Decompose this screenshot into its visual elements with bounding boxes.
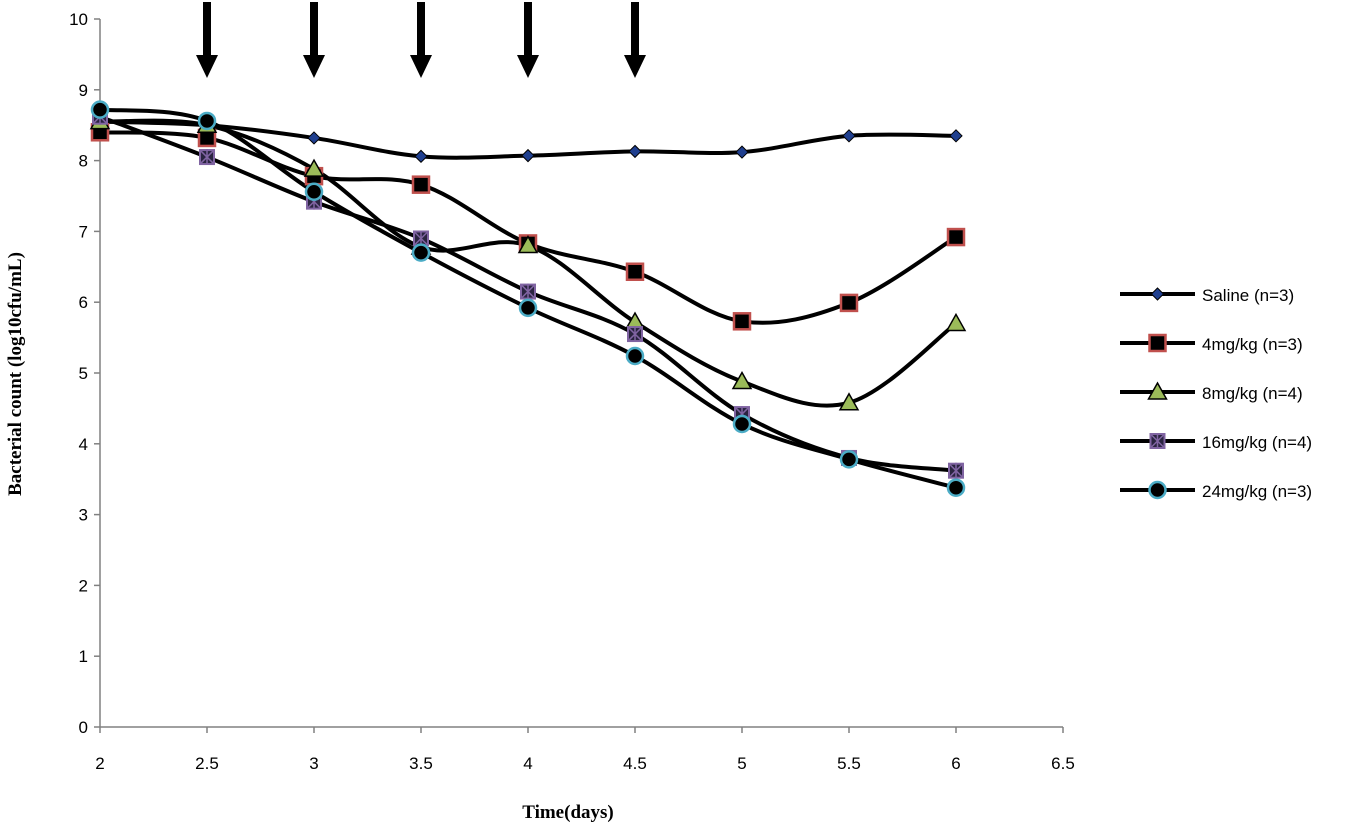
data-point: [303, 158, 325, 177]
data-point: [627, 326, 643, 343]
x-axis-title: Time(days): [522, 802, 613, 823]
arrows-layer: [196, 2, 646, 78]
data-point: [411, 243, 431, 262]
data-point: [521, 148, 535, 163]
x-tick-label: 2.5: [195, 754, 219, 773]
legend-marker: [1148, 480, 1167, 500]
x-tick-label: 4: [523, 754, 532, 773]
legend-label: 16mg/kg (n=4): [1202, 433, 1312, 452]
data-point: [197, 111, 217, 131]
x-tick-label: 4.5: [623, 754, 647, 773]
data-point: [413, 230, 429, 247]
dosing-arrow: [303, 2, 325, 78]
data-point: [414, 149, 428, 164]
data-point: [732, 414, 752, 434]
marker-cross: [628, 326, 642, 343]
y-tick-label: 1: [79, 647, 88, 666]
legend-label: 4mg/kg (n=3): [1202, 335, 1303, 354]
x-tick-label: 3: [309, 754, 318, 773]
data-point: [732, 312, 752, 331]
legend-label: 24mg/kg (n=3): [1202, 482, 1312, 501]
dosing-arrow: [517, 2, 539, 78]
y-tick-label: 0: [79, 718, 88, 737]
legend-marker: [1149, 433, 1166, 449]
y-tick-label: 5: [79, 364, 88, 383]
legend: Saline (n=3) 4mg/kg (n=3) 8mg/kg (n=4) 16mg…: [1120, 286, 1312, 501]
data-point: [625, 262, 645, 282]
y-tick-label: 3: [79, 506, 88, 525]
legend-marker: [1147, 381, 1168, 400]
y-tick-label: 9: [79, 81, 88, 100]
legend-marker: [1148, 333, 1167, 353]
marker-cross: [200, 149, 214, 166]
dosing-arrow: [410, 2, 432, 78]
marker-cross: [1150, 433, 1165, 449]
data-point: [411, 175, 431, 194]
dosing-arrow: [624, 2, 646, 78]
x-tick-label: 5: [737, 754, 746, 773]
legend-marker: [1150, 287, 1165, 301]
dosing-arrow: [196, 2, 218, 78]
data-point: [839, 293, 859, 313]
y-axis-title: Bacterial count (log10cfu/mL): [5, 252, 26, 496]
data-point: [949, 129, 963, 143]
data-point: [520, 283, 536, 300]
x-tick-label: 3.5: [409, 754, 433, 773]
data-point: [304, 182, 324, 202]
data-point: [518, 298, 538, 318]
data-point: [517, 235, 539, 254]
y-tick-label: 6: [79, 293, 88, 312]
series-markers: [89, 100, 967, 497]
data-point: [625, 346, 645, 366]
y-tick-label: 4: [79, 435, 88, 454]
y-tick-label: 8: [79, 152, 88, 171]
legend-label: Saline (n=3): [1202, 286, 1294, 305]
data-point: [948, 462, 964, 479]
marker-cross: [949, 462, 963, 479]
data-point: [628, 144, 642, 159]
data-point: [731, 370, 753, 390]
data-point: [945, 312, 967, 332]
data-point: [842, 129, 856, 143]
data-point: [307, 131, 321, 145]
x-tick-label: 5.5: [837, 754, 861, 773]
x-tick-label: 6.5: [1051, 754, 1075, 773]
y-tick-label: 7: [79, 222, 88, 241]
y-tick-label: 2: [79, 576, 88, 595]
series-line-3: [99, 118, 958, 408]
axes: 0 1 2 3 4 5 6 7 8 9 10 2 2.5 3 3.5 4 4.5 5 5.5 6 6.5: [69, 10, 1075, 773]
marker-cross: [521, 283, 535, 300]
data-point: [199, 149, 215, 166]
y-tick-label: 10: [69, 10, 88, 29]
legend-label: 8mg/kg (n=4): [1202, 384, 1303, 403]
data-point: [839, 450, 859, 469]
data-point: [946, 227, 966, 247]
data-point: [838, 392, 860, 411]
data-point: [735, 145, 749, 159]
x-tick-label: 2: [95, 754, 104, 773]
data-point: [90, 100, 110, 119]
x-tick-label: 6: [951, 754, 960, 773]
data-point: [946, 478, 966, 497]
